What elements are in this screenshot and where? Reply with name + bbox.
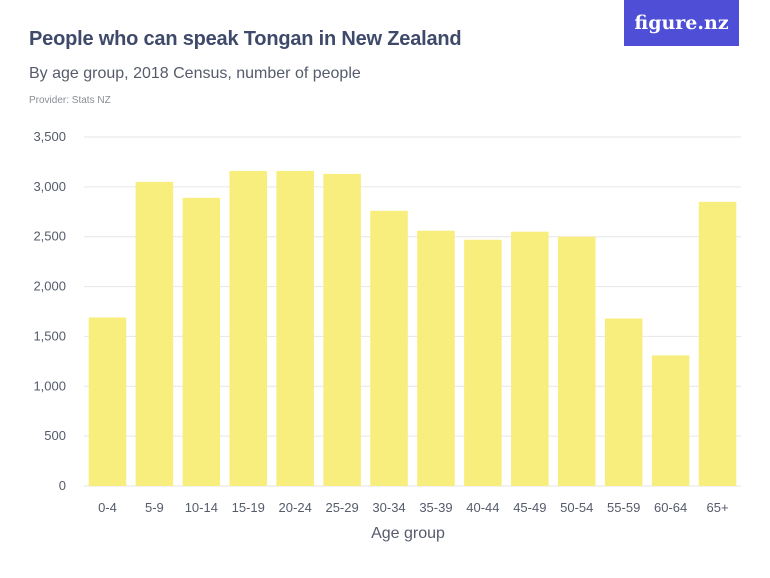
x-tick-label: 5-9 [145,500,164,515]
bar-0-4[interactable] [88,317,127,486]
bar-20-24[interactable] [276,170,314,486]
y-tick-label: 2,500 [33,229,66,244]
bar-30-34[interactable] [370,210,408,486]
y-tick-label: 1,500 [33,328,66,343]
x-tick-label: 50-54 [560,500,593,515]
y-tick-label: 500 [44,428,66,443]
bars [88,170,737,487]
bar-55-59[interactable] [604,318,643,486]
x-axis-title: Age group [371,525,445,542]
x-tick-label: 10-14 [185,500,218,515]
logo-text: figure.nz [634,12,729,34]
figure-nz-logo[interactable]: figure.nz [624,0,739,46]
x-tick-label: 35-39 [419,500,452,515]
x-tick-label: 45-49 [513,500,546,515]
x-tick-label: 60-64 [654,500,687,515]
bar-50-54[interactable] [557,236,596,486]
bar-45-49[interactable] [511,231,549,486]
x-tick-label: 55-59 [607,500,640,515]
bar-15-19[interactable] [229,170,268,486]
provider-note: Provider: Stats NZ [29,95,111,106]
chart-subtitle: By age group, 2018 Census, number of peo… [29,65,361,82]
bar-10-14[interactable] [182,197,221,486]
y-tick-label: 1,000 [33,378,66,393]
bar-40-44[interactable] [464,239,502,486]
x-tick-label: 65+ [707,500,729,515]
x-tick-label: 25-29 [325,500,358,515]
bar-25-29[interactable] [323,173,361,486]
y-tick-label: 0 [59,478,66,493]
x-tick-label: 0-4 [98,500,117,515]
bar-5-9[interactable] [135,181,174,486]
bar-65+[interactable] [698,201,737,487]
x-tick-label: 30-34 [372,500,405,515]
bar-60-64[interactable] [651,355,690,486]
chart-title: People who can speak Tongan in New Zeala… [29,28,462,50]
bar-35-39[interactable] [417,230,455,486]
x-axis-ticks: 0-4 5-9 10-14 15-19 20-24 25-29 30-34 35-39 40-4… [98,500,729,515]
x-tick-label: 40-44 [466,500,499,515]
y-tick-label: 3,500 [33,129,66,144]
x-tick-label: 20-24 [279,500,312,515]
y-axis-ticks: 0 500 1,000 1,500 2,000 2,500 3,000 3,500 [33,129,66,493]
x-tick-label: 15-19 [232,500,265,515]
y-tick-label: 3,000 [33,179,66,194]
y-tick-label: 2,000 [33,279,66,294]
